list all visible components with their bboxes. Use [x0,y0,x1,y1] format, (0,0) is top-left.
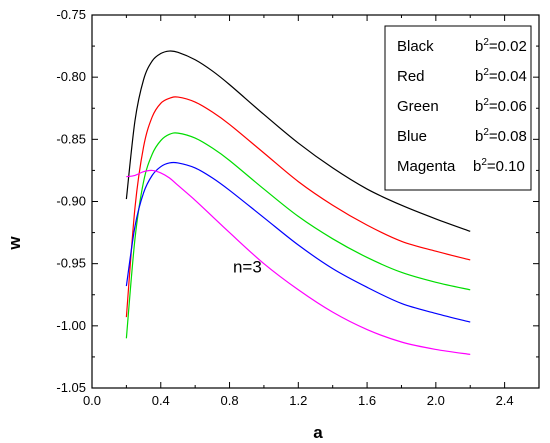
series-line-blue [125,161,471,323]
series-line-magenta [126,169,471,356]
y-tick-label: -0.80 [56,69,86,84]
plot-area [125,50,471,356]
legend-value-green: b2=0.06 [475,97,527,115]
x-tick-label: 0.0 [83,393,101,408]
x-tick-label: 0.8 [220,393,238,408]
x-axis-label: a [313,423,323,442]
y-tick-label: -1.00 [56,318,86,333]
legend-label-magenta: Magenta [397,158,456,175]
legend-label-red: Red [397,68,425,85]
y-axis-label: w [5,236,24,251]
legend-label-green: Green [397,98,439,115]
series-line-black [125,50,471,232]
legend-value-blue: b2=0.08 [475,127,527,145]
x-tick-label: 2.0 [427,393,445,408]
legend-label-blue: Blue [397,128,427,145]
series-line-green [125,132,471,339]
legend-box [384,25,532,191]
legend-value-red: b2=0.04 [475,67,527,85]
x-tick-label: 1.6 [358,393,376,408]
legend: Black b2=0.02 Red b2=0.04 Green b2=0.06 Blue b2… [384,25,532,191]
legend-value-magenta: b2=0.10 [473,157,525,175]
y-tick-label: -0.85 [56,131,86,146]
y-tick-label: -1.05 [56,380,86,395]
x-tick-label: 1.2 [289,393,307,408]
series-line-red [125,96,471,318]
x-tick-label: 0.4 [152,393,170,408]
legend-label-black: Black [397,38,434,55]
y-tick-label: -0.90 [56,194,86,209]
y-tick-label: -0.95 [56,256,86,271]
x-tick-label: 2.4 [496,393,514,408]
annotation-n: n=3 [233,257,262,276]
legend-value-black: b2=0.02 [475,37,527,55]
y-tick-label: -0.75 [56,7,86,22]
axes: 0.0 0.4 0.8 1.2 1.6 2.0 2.4 -1.05 -1.00 -0.95 -0.9… [56,7,540,408]
